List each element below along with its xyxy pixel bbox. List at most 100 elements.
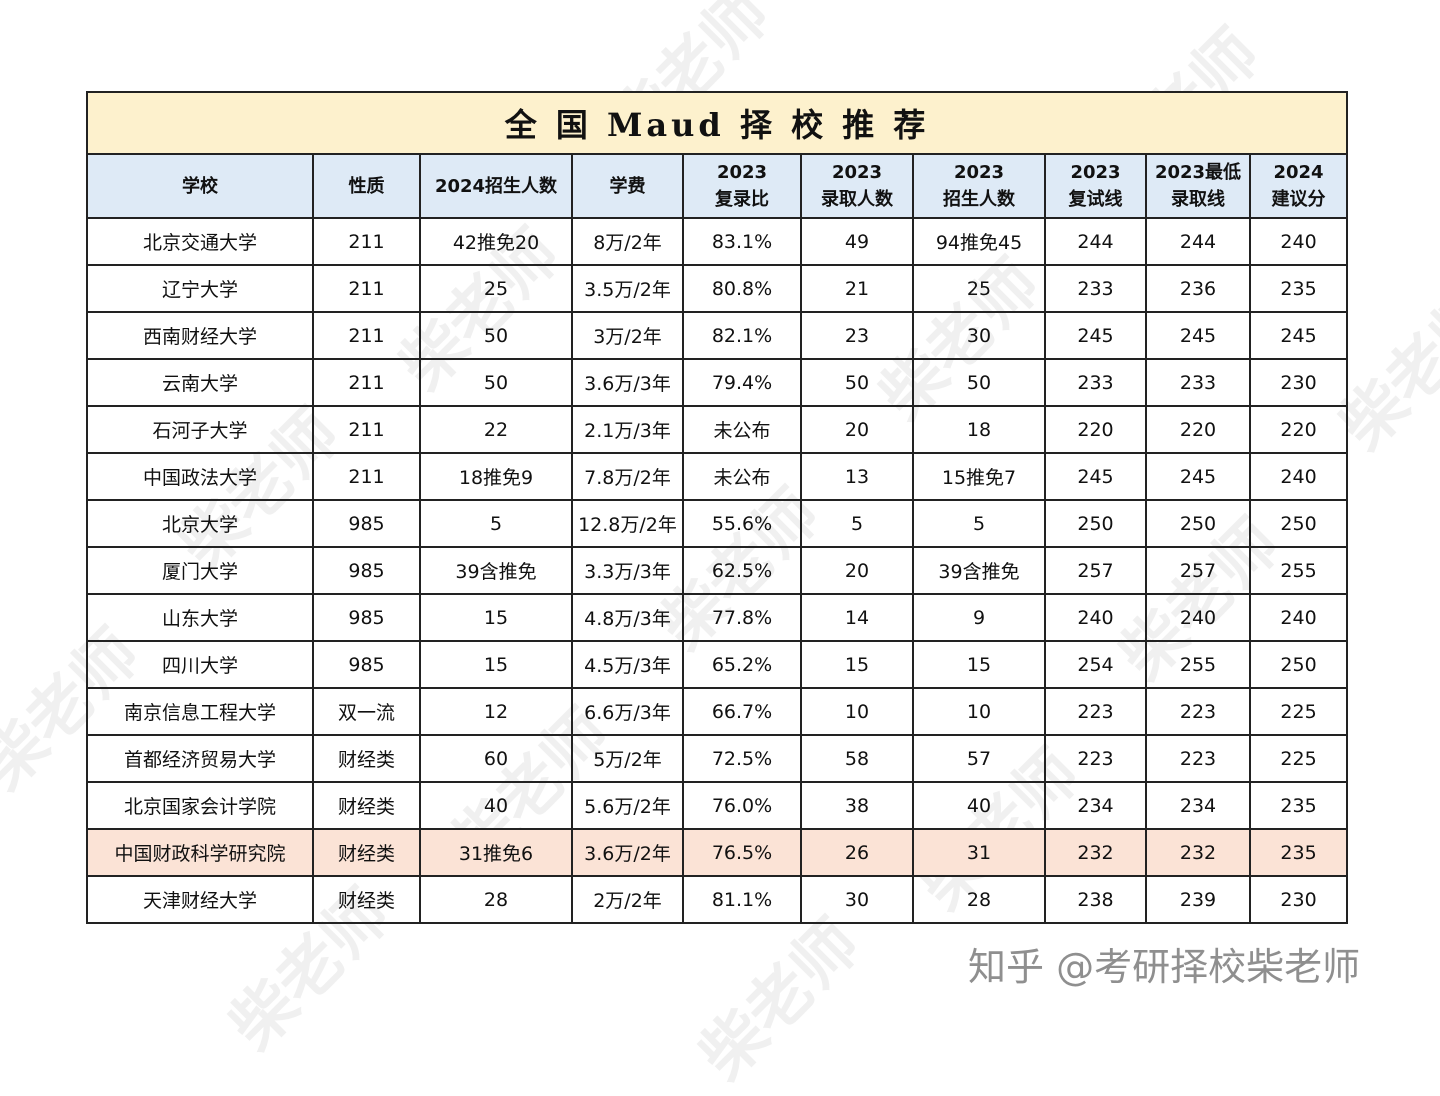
table-cell: 211 xyxy=(312,217,421,266)
table-cell: 4.8万/3年 xyxy=(571,593,684,642)
column-header-text: 2023 xyxy=(716,162,768,183)
table-cell: 6.6万/3年 xyxy=(571,687,684,736)
table-cell: 13 xyxy=(800,452,914,501)
table-cell: 257 xyxy=(1145,546,1251,595)
column-header-text: 复录比 xyxy=(715,189,769,210)
table-cell: 5 xyxy=(912,499,1046,548)
column-header-text: 录取人数 xyxy=(821,189,893,210)
table-cell: 55.6% xyxy=(682,499,802,548)
table-cell: 38 xyxy=(800,781,914,830)
table-cell: 3.5万/2年 xyxy=(571,264,684,313)
table-cell: 985 xyxy=(312,640,421,689)
table-cell: 985 xyxy=(312,593,421,642)
table-cell: 15 xyxy=(912,640,1046,689)
table-cell: 223 xyxy=(1145,734,1251,783)
table-cell: 18 xyxy=(912,405,1046,454)
column-header: 2023最低 录取线 xyxy=(1145,153,1251,219)
table-cell: 5万/2年 xyxy=(571,734,684,783)
column-header: 2023 录取人数 xyxy=(800,153,914,219)
column-header-text: 学费 xyxy=(609,175,646,197)
table-cell: 5 xyxy=(800,499,914,548)
watermark: 柴老师 xyxy=(686,906,875,1095)
table-row: 石河子大学 211 22 2.1万/3年 未公布 20 18 220 220 220 xyxy=(86,405,1349,454)
table-cell: 245 xyxy=(1248,311,1349,360)
table-cell: 255 xyxy=(1145,640,1251,689)
table-cell: 首都经济贸易大学 xyxy=(86,734,314,783)
table-cell: 223 xyxy=(1044,687,1147,736)
table-cell: 254 xyxy=(1044,640,1147,689)
table-cell: 79.4% xyxy=(682,358,802,407)
table-cell: 西南财经大学 xyxy=(86,311,314,360)
table-cell: 257 xyxy=(1044,546,1147,595)
table-cell: 245 xyxy=(1145,452,1251,501)
table-cell: 230 xyxy=(1248,358,1349,407)
column-header: 学校 xyxy=(86,153,314,219)
table-cell: 244 xyxy=(1145,217,1251,266)
table-cell: 250 xyxy=(1248,640,1349,689)
table-cell: 72.5% xyxy=(682,734,802,783)
table-cell: 245 xyxy=(1044,311,1147,360)
table-cell: 北京国家会计学院 xyxy=(86,781,314,830)
table-cell: 255 xyxy=(1248,546,1349,595)
table-cell: 77.8% xyxy=(682,593,802,642)
column-header: 性质 xyxy=(312,153,421,219)
column-header: 学费 xyxy=(571,153,684,219)
table-cell: 3.6万/2年 xyxy=(571,828,684,877)
table-title: 全 国 Maud 择 校 推 荐 xyxy=(85,91,1349,155)
table-row: 中国政法大学 211 18推免9 7.8万/2年 未公布 13 15推免7 245 245 240 xyxy=(86,452,1349,501)
table-cell: 233 xyxy=(1044,358,1147,407)
table-cell: 50 xyxy=(419,311,573,360)
table-cell: 65.2% xyxy=(682,640,802,689)
table-cell: 57 xyxy=(912,734,1046,783)
table-cell: 7.8万/2年 xyxy=(571,452,684,501)
table-row: 北京交通大学 211 42推免20 8万/2年 83.1% 49 94推免45 244 244 2… xyxy=(86,217,1349,266)
table-cell: 双一流 xyxy=(312,687,421,736)
table-cell: 230 xyxy=(1248,875,1349,924)
table-cell: 240 xyxy=(1248,452,1349,501)
table-cell: 239 xyxy=(1145,875,1251,924)
table-cell: 250 xyxy=(1044,499,1147,548)
table-cell: 未公布 xyxy=(682,405,802,454)
table-cell: 中国财政科学研究院 xyxy=(86,828,314,877)
table-cell: 未公布 xyxy=(682,452,802,501)
table-cell: 220 xyxy=(1248,405,1349,454)
table-cell: 50 xyxy=(419,358,573,407)
table-cell: 82.1% xyxy=(682,311,802,360)
table-cell: 21 xyxy=(800,264,914,313)
table-cell: 3万/2年 xyxy=(571,311,684,360)
table-cell: 240 xyxy=(1248,217,1349,266)
table-cell: 25 xyxy=(419,264,573,313)
table-cell: 31 xyxy=(912,828,1046,877)
column-header: 2023 招生人数 xyxy=(912,153,1046,219)
table-cell: 240 xyxy=(1145,593,1251,642)
table-row: 四川大学 985 15 4.5万/3年 65.2% 15 15 254 255 250 xyxy=(86,640,1349,689)
table-cell: 22 xyxy=(419,405,573,454)
column-header-text: 2024 xyxy=(1273,162,1324,183)
table-cell: 50 xyxy=(912,358,1046,407)
table-cell: 60 xyxy=(419,734,573,783)
table-cell: 234 xyxy=(1145,781,1251,830)
column-header-text: 录取线 xyxy=(1171,189,1225,210)
table-cell: 18推免9 xyxy=(419,452,573,501)
table-cell: 66.7% xyxy=(682,687,802,736)
table-cell: 233 xyxy=(1145,358,1251,407)
table-cell: 14 xyxy=(800,593,914,642)
table-cell: 985 xyxy=(312,499,421,548)
table-cell: 76.0% xyxy=(682,781,802,830)
table-cell: 232 xyxy=(1145,828,1251,877)
table-cell: 中国政法大学 xyxy=(86,452,314,501)
table-cell: 250 xyxy=(1145,499,1251,548)
table-cell: 财经类 xyxy=(312,828,421,877)
table-cell: 94推免45 xyxy=(912,217,1046,266)
table-cell: 财经类 xyxy=(312,875,421,924)
table-row-highlighted: 中国财政科学研究院 财经类 31推免6 3.6万/2年 76.5% 26 31 232 232 2… xyxy=(86,828,1349,877)
table-cell: 49 xyxy=(800,217,914,266)
table-cell: 厦门大学 xyxy=(86,546,314,595)
table-row: 西南财经大学 211 50 3万/2年 82.1% 23 30 245 245 245 xyxy=(86,311,1349,360)
table-row: 云南大学 211 50 3.6万/3年 79.4% 50 50 233 233 230 xyxy=(86,358,1349,407)
table-cell: 245 xyxy=(1044,452,1147,501)
table-cell: 辽宁大学 xyxy=(86,264,314,313)
column-header-text: 2024招生人数 xyxy=(434,175,558,197)
table-cell: 15 xyxy=(419,593,573,642)
table-cell: 31推免6 xyxy=(419,828,573,877)
